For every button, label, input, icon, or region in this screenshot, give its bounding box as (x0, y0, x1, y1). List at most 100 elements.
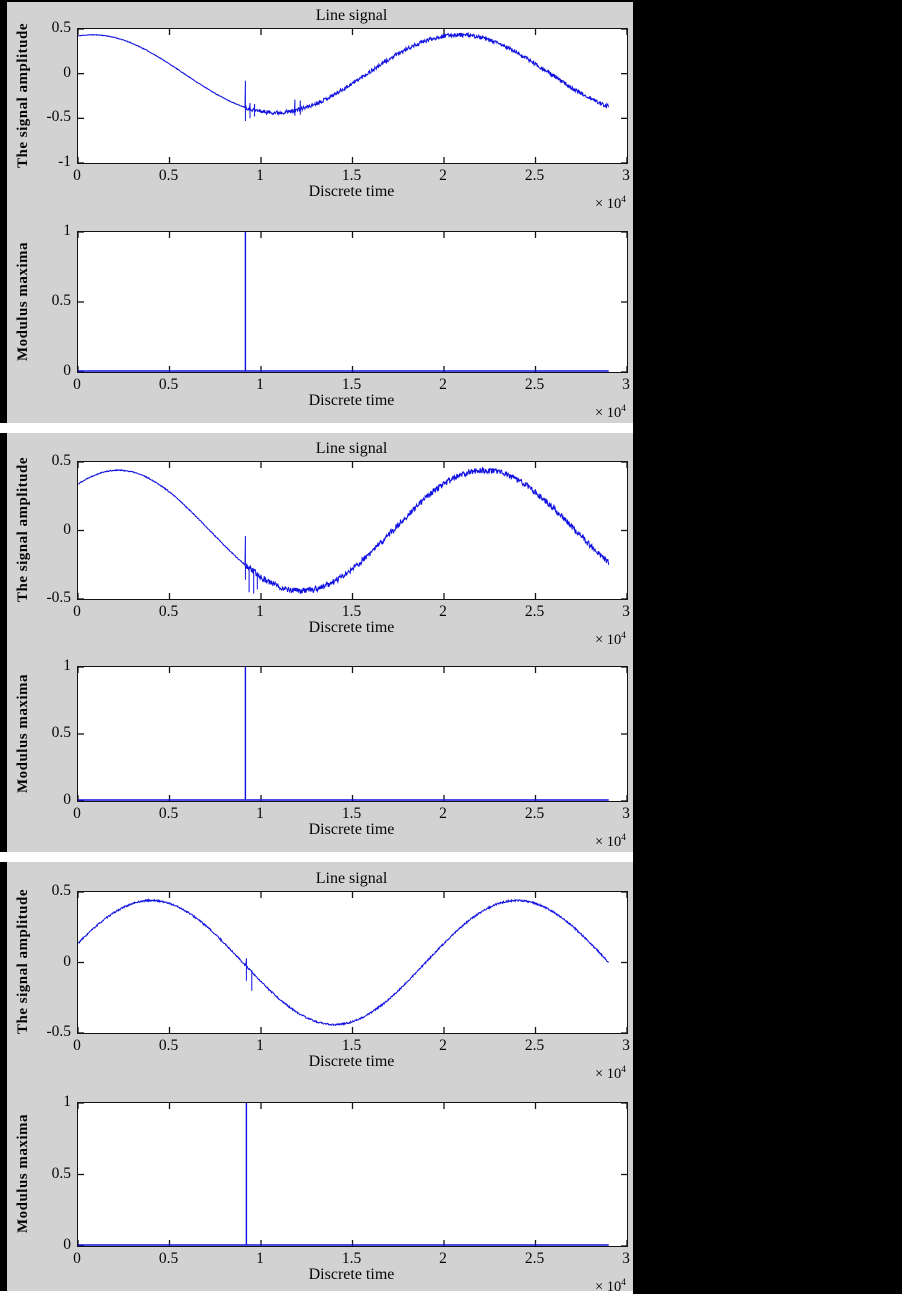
signal-line-chart (78, 462, 627, 599)
x-axis-label: Discrete time (308, 392, 395, 409)
x-tick-label: 0 (73, 1037, 81, 1054)
x-tick-label: 1 (256, 805, 264, 822)
x-tick-label: 1.5 (341, 376, 362, 393)
x-tick-label: 2 (439, 1037, 447, 1054)
x-axis-label: Discrete time (308, 1266, 395, 1283)
modulus-maxima-subplot-2: Modulus maxima Discrete time × 104 0 0.5 1… (7, 433, 633, 852)
x-tick-label: 0.5 (158, 805, 179, 822)
x-axis-scale: × 104 (594, 404, 626, 421)
x-tick-label: 1.5 (341, 603, 362, 620)
x-tick-label: 0 (73, 376, 81, 393)
x-tick-label: 0 (73, 805, 81, 822)
plot-title: Line signal (315, 870, 388, 887)
x-tick-label: 3 (622, 1250, 630, 1267)
plot-area (77, 461, 628, 600)
figure-panel-3: Line signal The signal amplitude Discret… (7, 862, 633, 1294)
y-tick-label: 0 (63, 952, 71, 970)
x-tick-label: 2 (439, 167, 447, 184)
x-tick-label: 2.5 (524, 1250, 545, 1267)
plot-title: Line signal (315, 7, 388, 24)
x-tick-label: 2 (439, 376, 447, 393)
x-tick-label: 2.5 (524, 1037, 545, 1054)
x-tick-label: 0 (73, 1250, 81, 1267)
y-tick-label: 0.5 (51, 292, 71, 309)
panel-separator (0, 423, 633, 433)
x-axis-scale: × 104 (594, 1065, 626, 1082)
x-tick-label: 0.5 (158, 376, 179, 393)
page-bottom-strip (0, 1291, 633, 1294)
plot-area (77, 1102, 628, 1247)
y-tick-label: 0 (63, 791, 71, 808)
signal-line-chart (78, 29, 627, 163)
panel-separator (0, 852, 633, 862)
y-tick-label: -0.5 (46, 1023, 71, 1040)
y-tick-label: -0.5 (46, 108, 71, 126)
x-tick-label: 3 (622, 805, 630, 822)
y-tick-label: -1 (58, 153, 71, 170)
x-tick-label: 2 (439, 1250, 447, 1267)
x-tick-label: 1 (256, 1037, 264, 1054)
x-tick-label: 2.5 (524, 805, 545, 822)
x-tick-label: 1.5 (341, 805, 362, 822)
y-tick-label: 0 (63, 1236, 71, 1253)
x-tick-label: 1.5 (341, 1037, 362, 1054)
x-tick-label: 2.5 (524, 603, 545, 620)
x-tick-label: 3 (622, 1037, 630, 1054)
x-tick-label: 2 (439, 805, 447, 822)
plot-area (77, 891, 628, 1034)
x-tick-label: 0 (73, 603, 81, 620)
line-signal-subplot-3: Line signal The signal amplitude Discret… (7, 862, 633, 1291)
signal-line-chart (78, 892, 627, 1033)
figure-panel-2: Line signal The signal amplitude Discret… (7, 433, 633, 852)
x-tick-label: 1 (256, 376, 264, 393)
x-tick-label: 0.5 (158, 167, 179, 184)
y-tick-label: 0 (63, 362, 71, 379)
x-axis-label: Discrete time (308, 183, 395, 200)
y-tick-label: 1 (63, 222, 71, 239)
y-tick-label: 0.5 (51, 724, 71, 741)
x-axis-scale: × 104 (594, 833, 626, 850)
x-axis-scale: × 104 (594, 631, 626, 648)
impulse-chart (78, 667, 627, 801)
y-tick-label: 0.5 (51, 452, 71, 469)
x-tick-label: 2.5 (524, 376, 545, 393)
figure-panel-1: Line signal The signal amplitude Discret… (7, 2, 633, 423)
impulse-chart (78, 1103, 627, 1246)
x-tick-label: 3 (622, 603, 630, 620)
plot-area (77, 666, 628, 802)
x-tick-label: 3 (622, 376, 630, 393)
y-tick-label: 0 (63, 63, 71, 81)
plot-title: Line signal (315, 440, 388, 457)
x-axis-label: Discrete time (308, 619, 395, 636)
impulse-chart (78, 232, 627, 372)
x-tick-label: 0 (73, 167, 81, 184)
plot-area (77, 28, 628, 164)
x-tick-label: 1 (256, 1250, 264, 1267)
y-tick-label: -0.5 (46, 589, 71, 606)
y-tick-label: 1 (63, 1093, 71, 1110)
line-signal-subplot-2: Line signal The signal amplitude Discret… (7, 433, 633, 852)
x-tick-label: 1.5 (341, 1250, 362, 1267)
plot-area (77, 231, 628, 373)
x-axis-scale: × 104 (594, 195, 626, 212)
x-tick-label: 1 (256, 167, 264, 184)
x-tick-label: 0.5 (158, 1250, 179, 1267)
x-axis-scale: × 104 (594, 1278, 626, 1294)
x-tick-label: 1 (256, 603, 264, 620)
x-tick-label: 1.5 (341, 167, 362, 184)
line-signal-subplot-1: Line signal The signal amplitude Discret… (7, 2, 633, 423)
x-tick-label: 0.5 (158, 603, 179, 620)
y-tick-label: 1 (63, 657, 71, 674)
x-tick-label: 0.5 (158, 1037, 179, 1054)
x-tick-label: 2.5 (524, 167, 545, 184)
y-tick-label: 0.5 (51, 19, 71, 36)
x-axis-label: Discrete time (308, 821, 395, 838)
x-axis-label: Discrete time (308, 1053, 395, 1070)
x-tick-label: 2 (439, 603, 447, 620)
y-tick-label: 0.5 (51, 1164, 71, 1182)
modulus-maxima-subplot-3: Modulus maxima Discrete time × 104 0 0.5 1… (7, 862, 633, 1294)
x-tick-label: 3 (622, 167, 630, 184)
y-tick-label: 0.5 (51, 882, 71, 899)
modulus-maxima-subplot-1: Modulus maxima Discrete time × 104 0 0.5 1… (7, 2, 633, 423)
